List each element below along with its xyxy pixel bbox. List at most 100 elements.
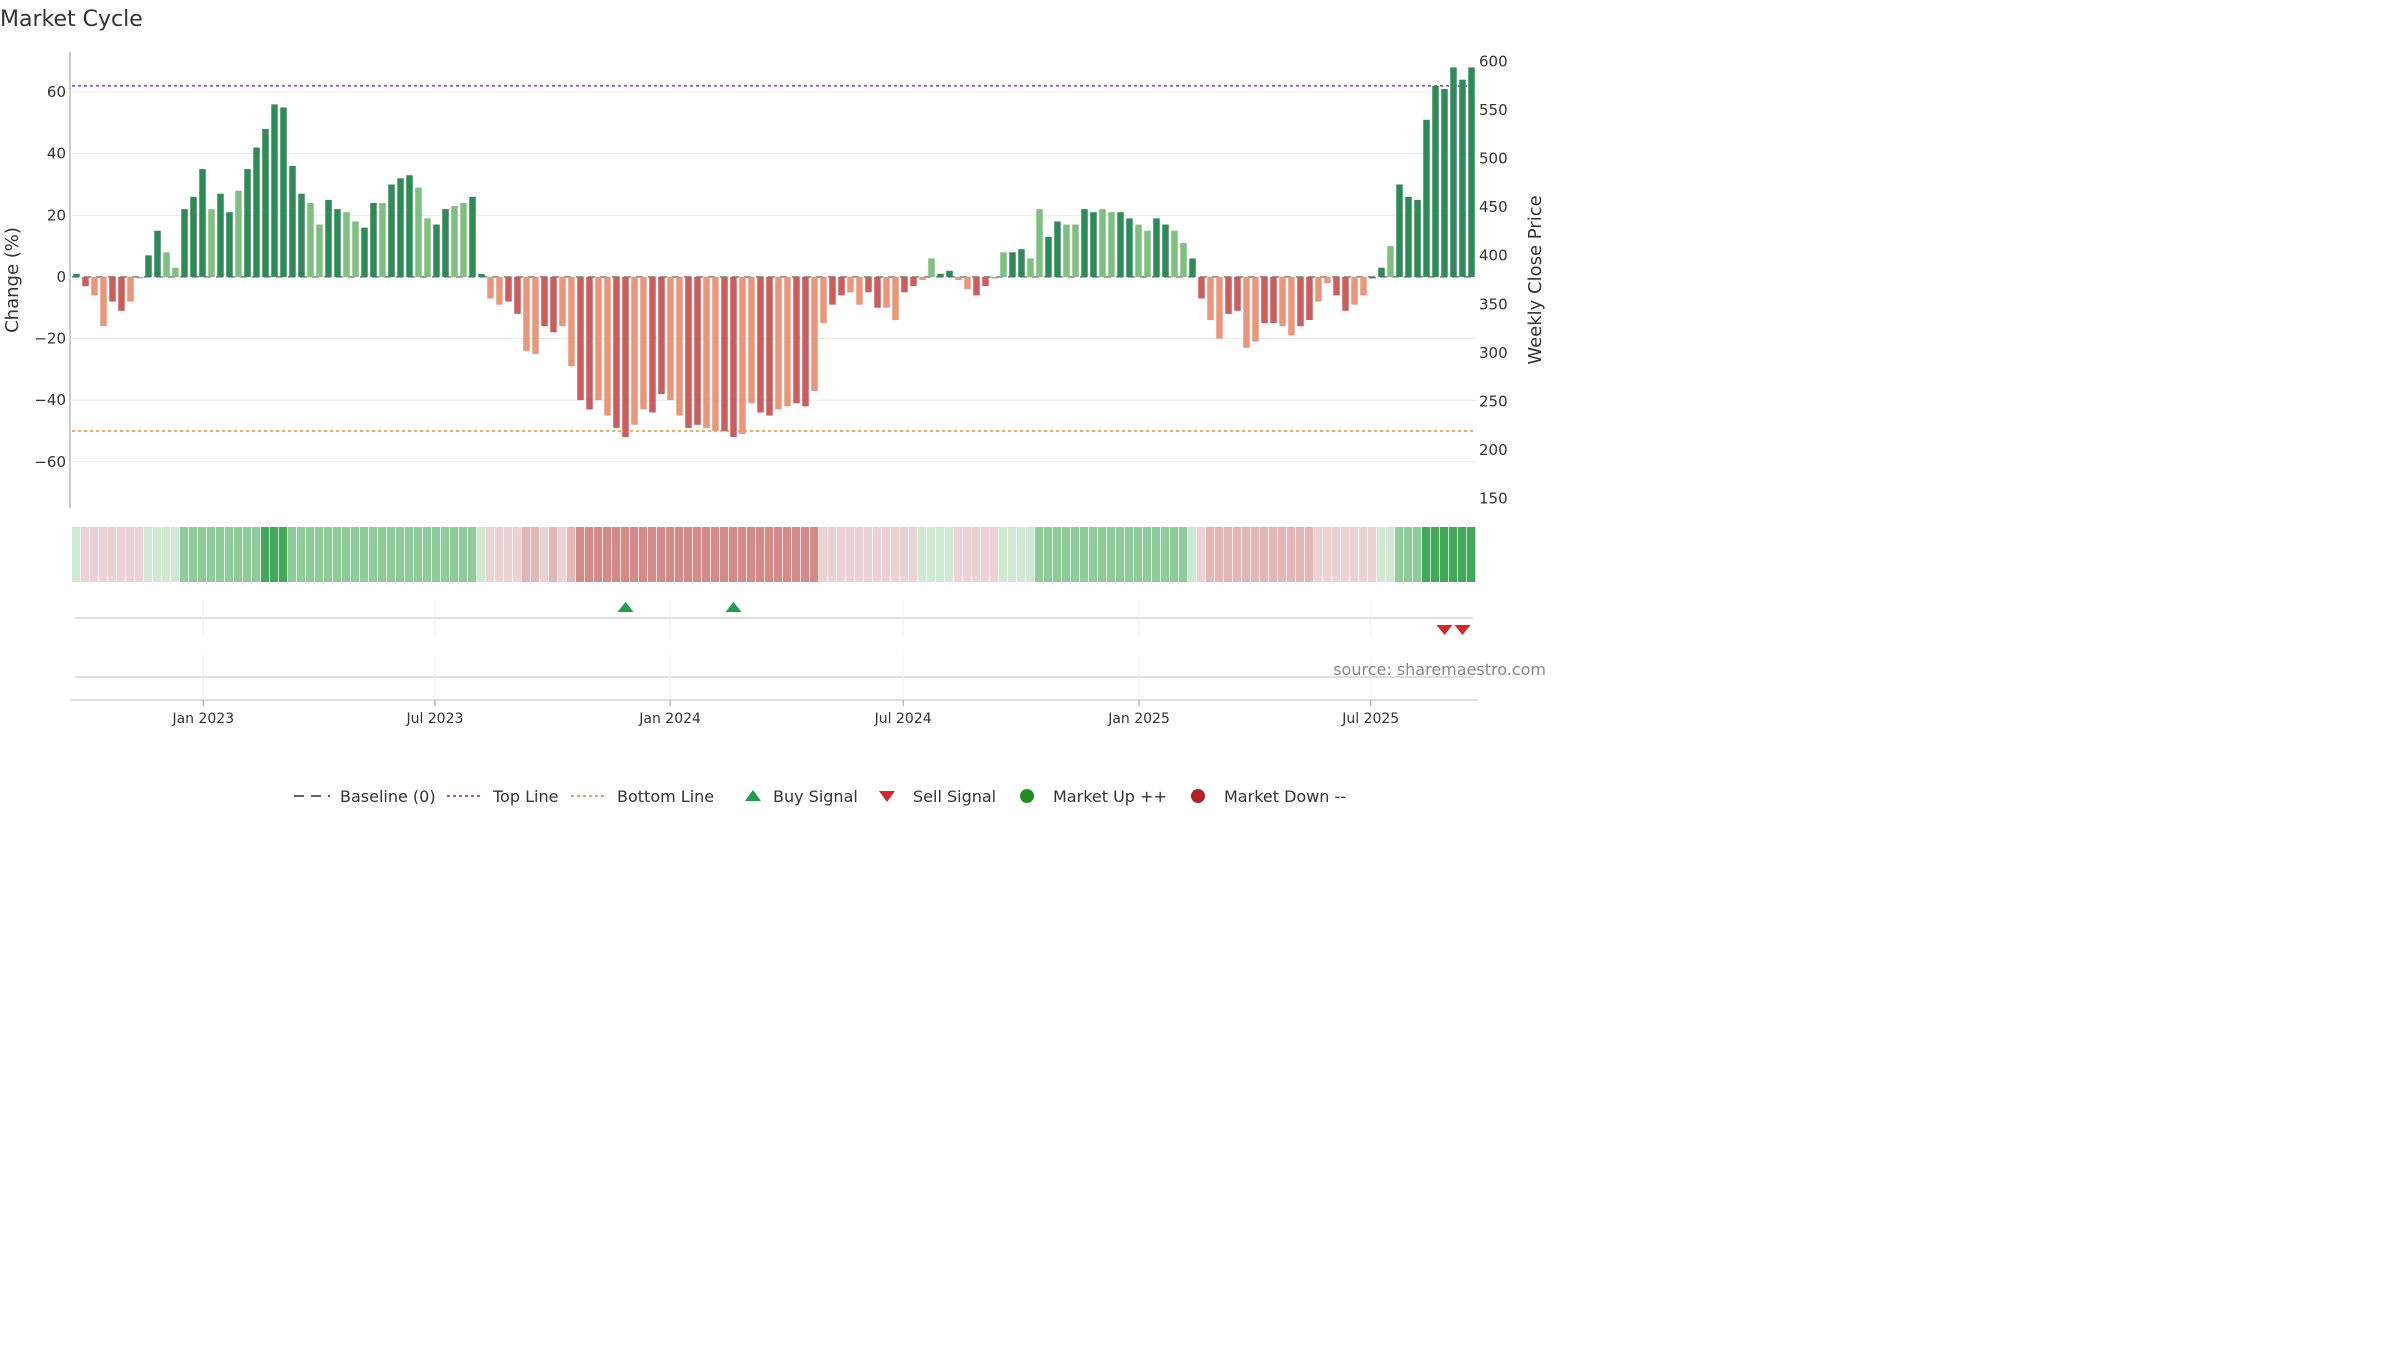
change-bar — [559, 276, 566, 327]
change-bar — [1225, 276, 1232, 314]
strength-cell — [108, 527, 117, 582]
strength-cell — [1359, 527, 1368, 582]
strength-cell — [585, 527, 594, 582]
strength-cell — [90, 527, 99, 582]
y2-tick-label: 600 — [1479, 53, 1508, 71]
change-bar — [91, 276, 98, 296]
strength-cell — [1413, 527, 1422, 582]
change-bar — [964, 276, 971, 290]
change-bar — [370, 202, 377, 277]
strength-cell — [909, 527, 918, 582]
change-bar — [127, 276, 134, 302]
change-bar — [847, 276, 854, 293]
change-bar — [1252, 276, 1259, 342]
change-bar — [136, 276, 143, 279]
strength-cell — [1269, 527, 1278, 582]
strength-cell — [1098, 527, 1107, 582]
change-bar — [1045, 236, 1052, 277]
legend-label: Baseline (0) — [340, 787, 436, 806]
change-bar — [1018, 249, 1025, 277]
strength-cell — [1008, 527, 1017, 582]
change-bar — [1090, 212, 1097, 277]
change-bar — [811, 276, 818, 391]
strength-cell — [144, 527, 153, 582]
change-bar — [190, 196, 197, 277]
strength-cell — [387, 527, 396, 582]
strength-cell — [1422, 527, 1431, 582]
change-bar — [1360, 276, 1367, 296]
strength-cell — [999, 527, 1008, 582]
change-bar — [163, 252, 170, 277]
strength-cell — [702, 527, 711, 582]
legend-label: Buy Signal — [773, 787, 858, 806]
change-bar — [865, 276, 872, 293]
strength-cell — [270, 527, 279, 582]
strength-cell — [1440, 527, 1449, 582]
change-bar — [631, 276, 638, 425]
strength-cell — [1242, 527, 1251, 582]
strength-cell — [486, 527, 495, 582]
change-bar — [388, 184, 395, 277]
change-bar — [235, 190, 242, 277]
y2-tick-label: 400 — [1479, 247, 1508, 265]
strength-cell — [1143, 527, 1152, 582]
strength-cell — [1125, 527, 1134, 582]
strength-cell — [432, 527, 441, 582]
change-bar — [649, 276, 656, 413]
change-bar — [469, 196, 476, 277]
strength-cell — [657, 527, 666, 582]
y2-tick-label: 550 — [1479, 101, 1508, 119]
strength-cell — [1107, 527, 1116, 582]
change-bar — [1126, 218, 1133, 277]
change-bar — [1342, 276, 1349, 311]
strength-cell — [126, 527, 135, 582]
change-bar — [1387, 246, 1394, 277]
strength-cell — [180, 527, 189, 582]
strength-cell — [1431, 527, 1440, 582]
change-bar — [118, 276, 125, 311]
change-bar — [1180, 243, 1187, 277]
change-bar — [775, 276, 782, 410]
change-bar — [253, 147, 260, 277]
strength-cell — [225, 527, 234, 582]
strength-cell — [612, 527, 621, 582]
strength-cell — [315, 527, 324, 582]
strength-cell — [216, 527, 225, 582]
strength-cell — [513, 527, 522, 582]
date-tick-label: Jan 2024 — [638, 711, 701, 727]
change-bar — [703, 276, 710, 428]
strength-cell — [360, 527, 369, 582]
change-bar — [352, 221, 359, 277]
change-bar — [478, 273, 485, 277]
strength-cell — [1053, 527, 1062, 582]
strength-cell — [738, 527, 747, 582]
y-tick-label: 40 — [47, 145, 66, 163]
strength-cell — [477, 527, 486, 582]
strength-cell — [1233, 527, 1242, 582]
change-bar — [1351, 276, 1358, 305]
date-tick-label: Jul 2025 — [1341, 711, 1399, 727]
change-bar — [316, 224, 323, 277]
buy-signal-marker — [617, 602, 634, 612]
strength-cell — [1116, 527, 1125, 582]
chart-title: Market Cycle — [0, 7, 143, 32]
change-bar — [433, 224, 440, 277]
legend-label: Market Down -- — [1224, 787, 1346, 806]
change-bar — [325, 199, 332, 277]
strength-cell — [333, 527, 342, 582]
y-tick-label: −60 — [34, 453, 66, 471]
change-bar — [1324, 276, 1331, 284]
change-bar — [424, 218, 431, 277]
strength-cell — [243, 527, 252, 582]
strength-cell — [1251, 527, 1260, 582]
strength-cell — [1152, 527, 1161, 582]
strength-cell — [306, 527, 315, 582]
change-bar — [883, 276, 890, 308]
change-bar — [1441, 88, 1448, 277]
change-bar — [1081, 209, 1088, 277]
signal-panel — [75, 600, 1473, 636]
source-note: source: sharemaestro.com — [1333, 660, 1546, 679]
change-bar — [298, 193, 305, 277]
strength-cell — [693, 527, 702, 582]
change-bar — [532, 276, 539, 354]
